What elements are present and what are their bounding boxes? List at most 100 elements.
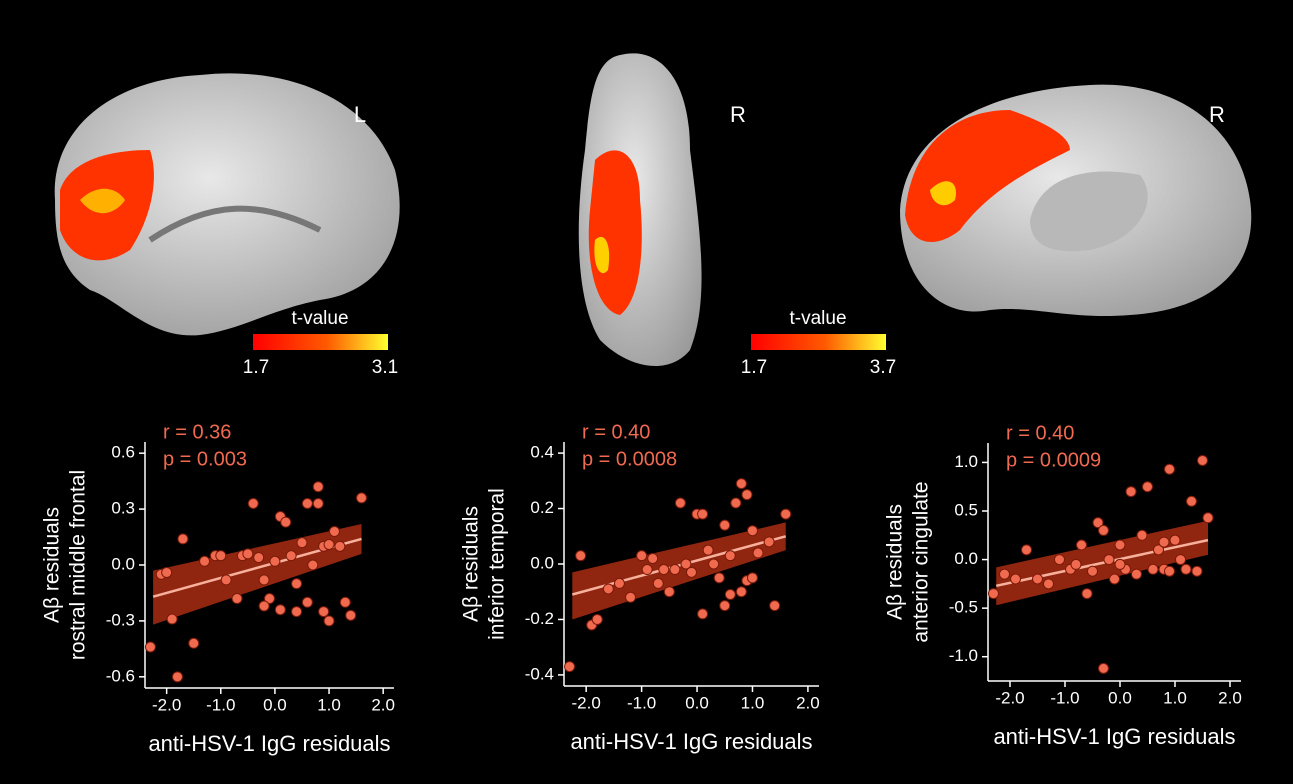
hemisphere-label: R <box>730 102 746 127</box>
point <box>302 499 312 509</box>
point <box>292 607 302 617</box>
point <box>753 548 763 558</box>
x-axis-label: anti-HSV-1 IgG residuals <box>993 724 1235 749</box>
annotation: r = 0.36 <box>163 421 231 443</box>
point <box>1099 525 1109 535</box>
y-axis-label: rostral middle frontal <box>67 470 90 660</box>
point <box>781 509 791 519</box>
point <box>1088 566 1098 576</box>
y-tick-label: 0.0 <box>111 554 135 573</box>
point <box>1143 482 1153 492</box>
point <box>1000 569 1010 579</box>
point <box>162 567 172 577</box>
point <box>1110 574 1120 584</box>
point <box>1132 569 1142 579</box>
colorbar-tick: 3.1 <box>372 357 398 378</box>
y-tick-label: 0.5 <box>954 500 978 519</box>
y-tick-label: 0.3 <box>111 499 135 518</box>
point <box>626 592 636 602</box>
point <box>259 575 269 585</box>
point <box>1115 540 1125 550</box>
point <box>1170 535 1180 545</box>
figure: L R R t-value 1.7 3.1 t-value 1.7 3.7 -2… <box>0 0 1293 784</box>
y-axis-label: Aβ residuals <box>884 504 907 620</box>
x-axis-label: anti-HSV-1 IgG residuals <box>148 731 390 756</box>
y-tick-label: -0.2 <box>525 609 554 628</box>
point <box>270 556 280 566</box>
point <box>648 553 658 563</box>
point <box>736 479 746 489</box>
point <box>172 672 182 682</box>
colorbar-tick: 1.7 <box>243 357 269 378</box>
x-tick-label: 0.0 <box>263 695 287 714</box>
point <box>335 541 345 551</box>
y-tick-label: 0.0 <box>530 553 554 572</box>
point <box>1082 589 1092 599</box>
point <box>1148 564 1158 574</box>
point <box>720 520 730 530</box>
y-axis-label: inferior temporal <box>486 488 509 640</box>
point <box>232 594 242 604</box>
point <box>1099 663 1109 673</box>
x-tick-label: -1.0 <box>206 695 235 714</box>
point <box>592 614 602 624</box>
y-axis-label: Aβ residuals <box>460 506 483 622</box>
point <box>308 560 318 570</box>
annotation: r = 0.40 <box>582 421 650 443</box>
point <box>302 597 312 607</box>
y-tick-label: -0.3 <box>106 610 135 629</box>
point <box>764 537 774 547</box>
colorbar-tick: 3.7 <box>870 357 896 378</box>
y-tick-label: -0.5 <box>949 598 978 617</box>
point <box>603 584 613 594</box>
y-tick-label: 0.6 <box>111 443 135 462</box>
point <box>1033 574 1043 584</box>
point <box>1055 555 1065 565</box>
point <box>1104 555 1114 565</box>
point <box>698 509 708 519</box>
point <box>659 565 669 575</box>
point <box>243 549 253 559</box>
point <box>1011 574 1021 584</box>
y-tick-label: 0.2 <box>530 498 554 517</box>
annotation: p = 0.0008 <box>582 448 677 470</box>
point <box>1203 513 1213 523</box>
brain-medial <box>900 85 1251 316</box>
brain-inferior <box>579 53 702 366</box>
y-axis-label: Aβ residuals <box>41 507 64 623</box>
y-tick-label: 0.4 <box>530 443 554 462</box>
colorbar <box>253 334 388 350</box>
y-tick-label: -1.0 <box>949 646 978 665</box>
point <box>725 551 735 561</box>
point <box>216 551 226 561</box>
y-tick-label: -0.6 <box>106 666 135 685</box>
point <box>565 662 575 672</box>
point <box>614 578 624 588</box>
point <box>324 540 334 550</box>
point <box>167 614 177 624</box>
point <box>254 553 264 563</box>
x-tick-label: 1.0 <box>1163 688 1187 707</box>
x-tick-label: -2.0 <box>152 695 181 714</box>
x-tick-label: 0.0 <box>685 693 709 712</box>
annotation: p = 0.003 <box>163 448 247 470</box>
point <box>642 565 652 575</box>
point <box>1137 530 1147 540</box>
point <box>725 590 735 600</box>
point <box>1077 540 1087 550</box>
point <box>178 534 188 544</box>
x-tick-label: -1.0 <box>627 693 656 712</box>
x-axis-label: anti-HSV-1 IgG residuals <box>570 729 812 754</box>
point <box>709 559 719 569</box>
colorbar <box>751 334 886 350</box>
point <box>747 573 757 583</box>
point <box>200 556 210 566</box>
point <box>675 498 685 508</box>
x-tick-label: 2.0 <box>371 695 395 714</box>
x-tick-label: 2.0 <box>1218 688 1242 707</box>
annotation: p = 0.0009 <box>1006 449 1101 471</box>
x-tick-label: -1.0 <box>1050 688 1079 707</box>
point <box>731 498 741 508</box>
point <box>357 493 367 503</box>
point <box>1181 564 1191 574</box>
